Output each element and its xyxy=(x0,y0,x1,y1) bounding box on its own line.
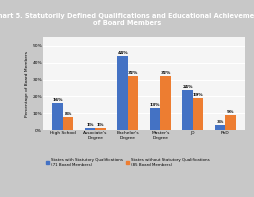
Bar xyxy=(160,76,170,130)
Text: 32%: 32% xyxy=(127,71,138,75)
Text: 24%: 24% xyxy=(182,85,192,89)
Text: 8%: 8% xyxy=(64,112,71,116)
Text: 1%: 1% xyxy=(97,124,104,127)
Bar xyxy=(52,103,62,130)
Bar xyxy=(127,76,138,130)
Bar xyxy=(149,108,160,130)
Bar xyxy=(85,128,95,130)
Text: 16%: 16% xyxy=(52,98,63,102)
Text: 13%: 13% xyxy=(149,103,160,107)
Text: 3%: 3% xyxy=(216,120,223,124)
Legend: States with Statutory Qualifications
(71 Board Members), States without Statutor: States with Statutory Qualifications (71… xyxy=(44,157,210,168)
Text: Chart 5. Statutorily Defined Qualifications and Educational Achievement
of Board: Chart 5. Statutorily Defined Qualificati… xyxy=(0,13,254,26)
Y-axis label: Percentage of Board Members: Percentage of Board Members xyxy=(25,51,29,117)
Bar xyxy=(95,128,105,130)
Text: 9%: 9% xyxy=(226,110,233,114)
Text: 44%: 44% xyxy=(117,51,128,55)
Text: 32%: 32% xyxy=(160,71,170,75)
Bar xyxy=(192,98,202,130)
Bar xyxy=(117,56,127,130)
Text: 19%: 19% xyxy=(192,93,202,97)
Bar xyxy=(62,117,73,130)
Bar xyxy=(214,125,225,130)
Text: 1%: 1% xyxy=(86,124,93,127)
Bar xyxy=(225,115,235,130)
Bar xyxy=(182,90,192,130)
